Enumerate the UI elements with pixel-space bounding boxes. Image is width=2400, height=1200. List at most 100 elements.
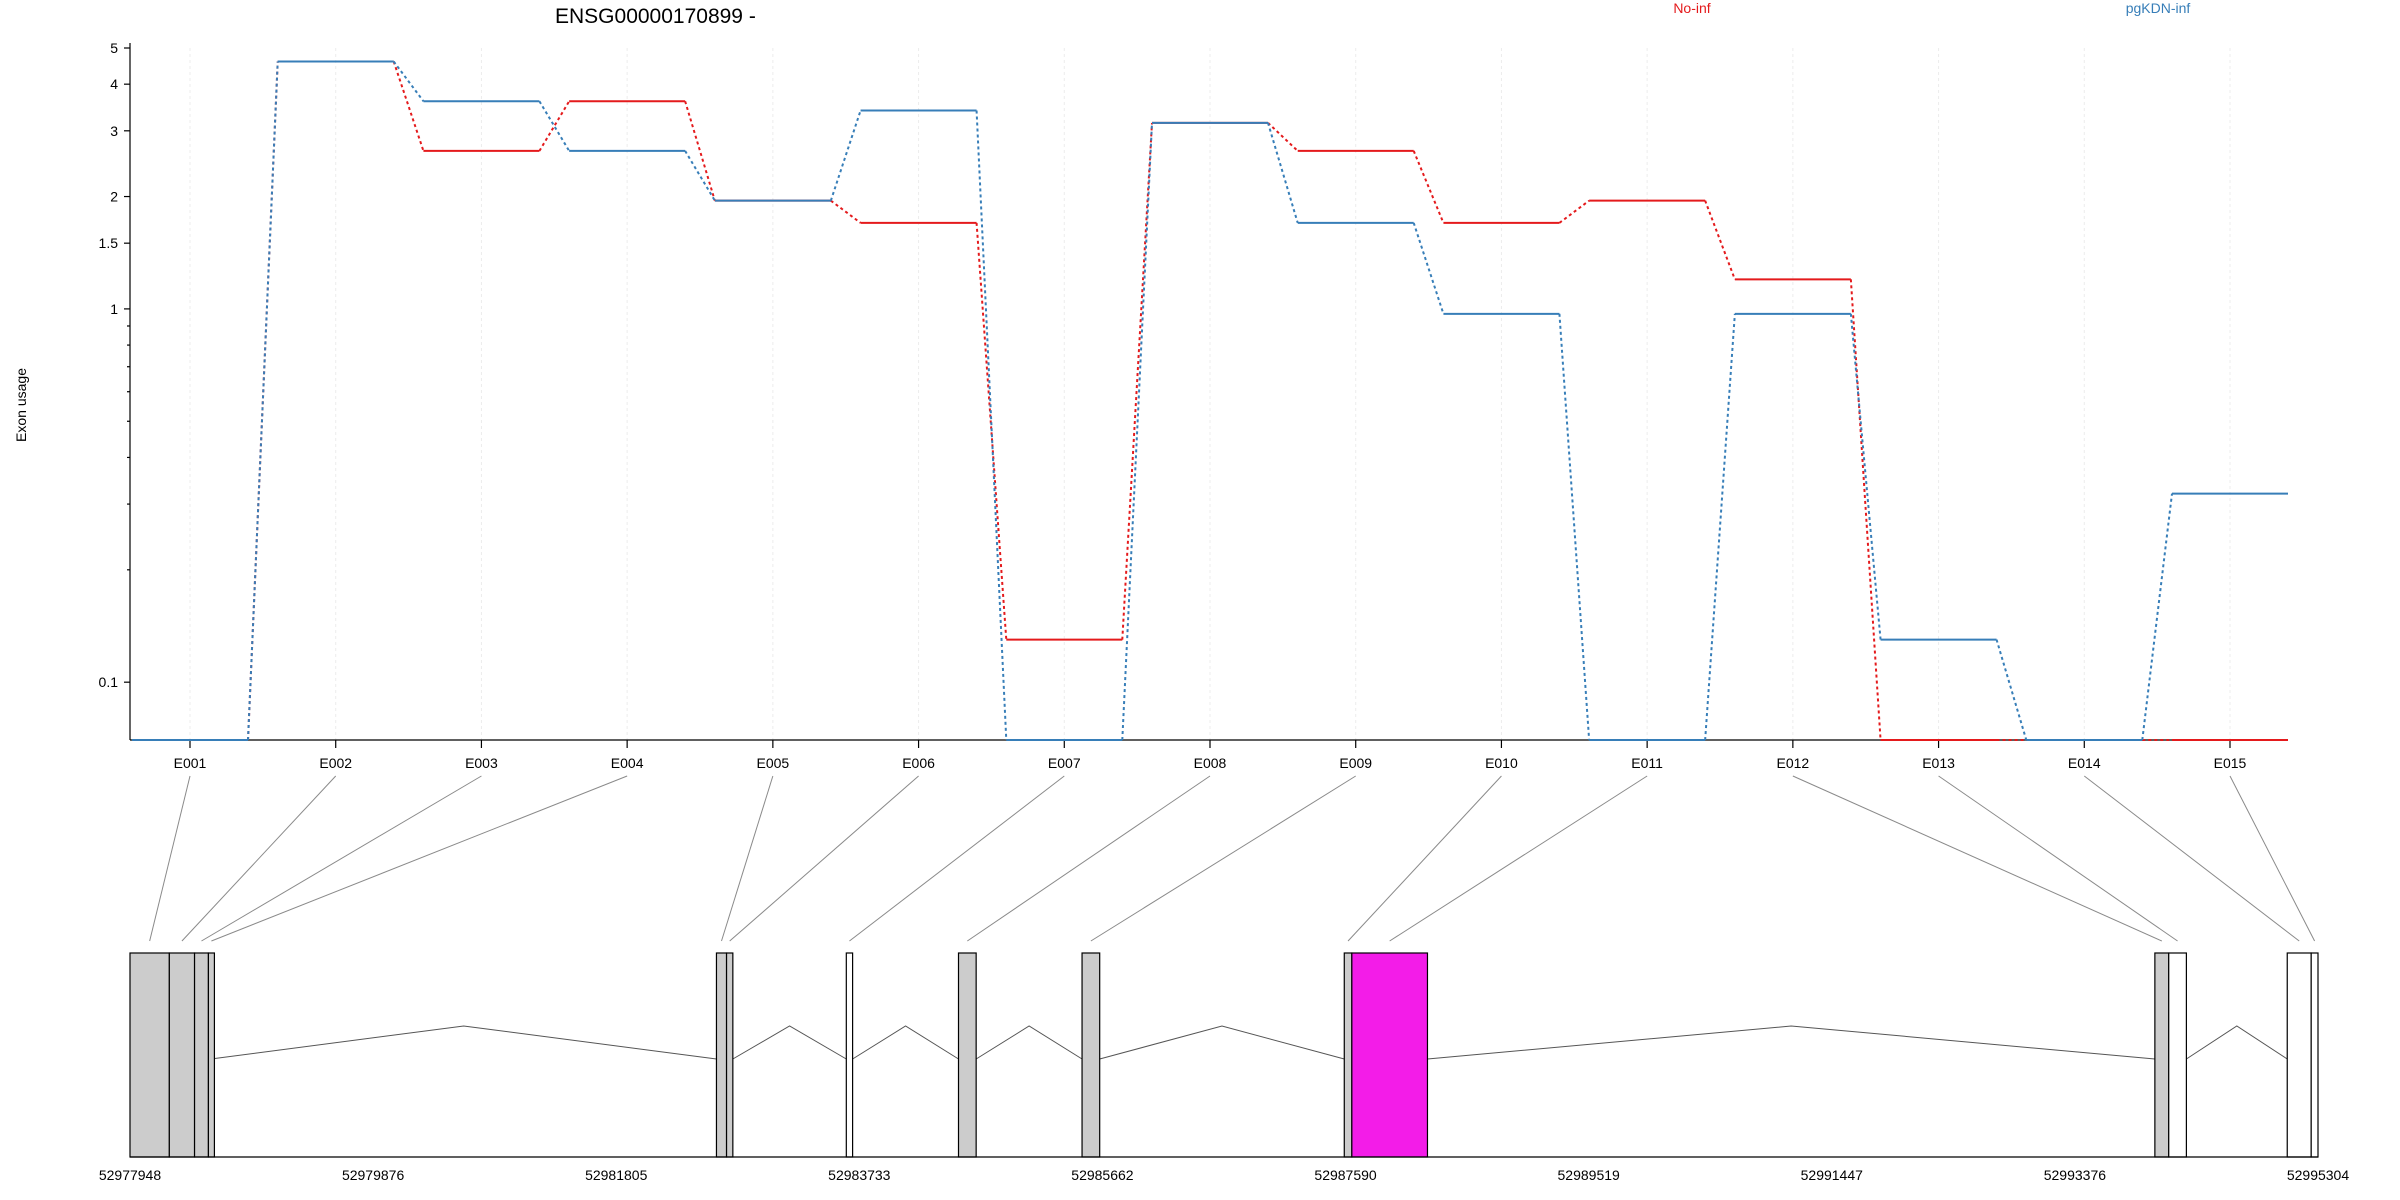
- x-tick-label: E009: [1339, 755, 1372, 771]
- series-segment: [1849, 279, 1882, 741]
- exon-box: [845, 952, 854, 1158]
- y-tick-label: 4: [110, 76, 118, 92]
- series-segment: [684, 100, 716, 201]
- exon-connector: [2083, 775, 2300, 942]
- series-segment: [2141, 493, 2173, 741]
- legend-pgkdn-inf: pgKDN-inf: [2126, 0, 2191, 16]
- series-segment: [392, 60, 425, 102]
- exon-connector: [1792, 775, 2163, 942]
- series-segment: [1412, 150, 1445, 224]
- y-axis-label: Exon usage: [13, 368, 29, 442]
- legend-no-inf: No-inf: [1673, 0, 1710, 16]
- x-tick-label: E003: [465, 755, 498, 771]
- x-tick-label: E008: [1194, 755, 1227, 771]
- y-axis: 0.1 1 1.5 2 3 4 5: [99, 40, 131, 740]
- series-segment: [1704, 313, 1736, 741]
- y-tick-label: 2: [110, 189, 118, 205]
- x-tick-label: E013: [1922, 755, 1955, 771]
- intron-line: [732, 1025, 847, 1060]
- x-tick-label: E011: [1631, 755, 1663, 771]
- exon-box: [2310, 952, 2319, 1158]
- series-segment: [975, 222, 1008, 640]
- series-segment: [1849, 313, 1882, 640]
- exon-box: [715, 952, 728, 1158]
- series-segment: [1704, 200, 1736, 280]
- series-segment: [392, 61, 425, 152]
- exon-box: [1343, 952, 1353, 1158]
- exon-box: [129, 952, 170, 1158]
- coordinate-label: 52995304: [2287, 1167, 2350, 1183]
- exon-connector: [1090, 775, 1356, 942]
- series-segment: [247, 61, 279, 741]
- y-tick-label: 1: [110, 301, 118, 317]
- exon-connector: [849, 775, 1065, 942]
- intron-line: [210, 1025, 717, 1060]
- exon-connector: [181, 775, 337, 942]
- chart-title: ENSG00000170899 -: [555, 5, 756, 28]
- series-segment: [975, 110, 1008, 741]
- exon-connector: [1389, 775, 1648, 942]
- exon-box: [193, 952, 210, 1158]
- intron-line: [975, 1025, 1083, 1060]
- exon-connectors: [149, 775, 2316, 942]
- y-tick-label: 3: [110, 123, 118, 139]
- exon-box: [957, 952, 977, 1158]
- intron-line: [852, 1025, 959, 1060]
- exon-connector: [211, 775, 628, 942]
- x-tick-label: E005: [757, 755, 790, 771]
- y-tick-label: 0.1: [99, 674, 119, 690]
- series-segment: [1412, 222, 1445, 315]
- coordinate-label: 52979876: [342, 1167, 405, 1183]
- coordinate-label: 52985662: [1071, 1167, 1134, 1183]
- series-segment: [1121, 122, 1153, 640]
- exon-box: [168, 952, 196, 1158]
- coordinate-label: 52993376: [2044, 1167, 2107, 1183]
- exon-connector: [201, 775, 482, 942]
- series-segment: [830, 199, 862, 224]
- exon-box: [1351, 952, 1429, 1158]
- exon-connector: [1347, 775, 1502, 942]
- series-segment: [538, 100, 571, 152]
- exon-connector: [721, 775, 774, 942]
- series-segment: [829, 110, 862, 201]
- series-lines: [132, 60, 2288, 741]
- gene-model: [129, 952, 2319, 1158]
- x-tick-label: E015: [2214, 755, 2247, 771]
- exon-connector: [2229, 775, 2316, 942]
- series-segment: [1558, 313, 1591, 741]
- coordinate-label: 52983733: [828, 1167, 891, 1183]
- x-tick-label: E002: [319, 755, 352, 771]
- x-tick-label: E014: [2068, 755, 2101, 771]
- series-segment: [538, 100, 571, 152]
- coordinate-label: 52987590: [1314, 1167, 1377, 1183]
- coordinate-label: 52977948: [99, 1167, 162, 1183]
- coordinate-label: 52989519: [1558, 1167, 1621, 1183]
- intron-line: [1427, 1025, 2155, 1060]
- series-segment: [1995, 639, 2028, 741]
- series-segment: [1267, 122, 1299, 224]
- series-2: [132, 60, 2288, 741]
- x-tick-label: E001: [174, 755, 207, 771]
- exon-box: [2168, 952, 2187, 1158]
- x-axis: E001 E002 E003 E004 E005 E006 E007 E008 E009 E010…: [130, 739, 2282, 771]
- exon-connector: [1938, 775, 2178, 942]
- exon-connector: [967, 775, 1211, 942]
- x-tick-label: E006: [902, 755, 935, 771]
- exon-box: [725, 952, 734, 1158]
- coordinate-label: 52981805: [585, 1167, 648, 1183]
- y-tick-label: 1.5: [99, 235, 119, 251]
- y-tick-label: 5: [110, 40, 118, 56]
- exon-connector: [149, 775, 191, 942]
- series-segment: [1267, 122, 1299, 152]
- x-tick-label: E007: [1048, 755, 1081, 771]
- coordinate-label: 52991447: [1801, 1167, 1864, 1183]
- x-tick-label: E004: [611, 755, 644, 771]
- intron-line: [2186, 1025, 2288, 1060]
- grid-lines: [189, 48, 2231, 740]
- series-segment: [1121, 122, 1153, 741]
- series-segment: [684, 150, 716, 202]
- exon-box: [2154, 952, 2170, 1158]
- genomic-coordinates: 52977948 52979876 52981805 52983733 52985662…: [99, 1156, 2350, 1183]
- exon-box: [2286, 952, 2312, 1158]
